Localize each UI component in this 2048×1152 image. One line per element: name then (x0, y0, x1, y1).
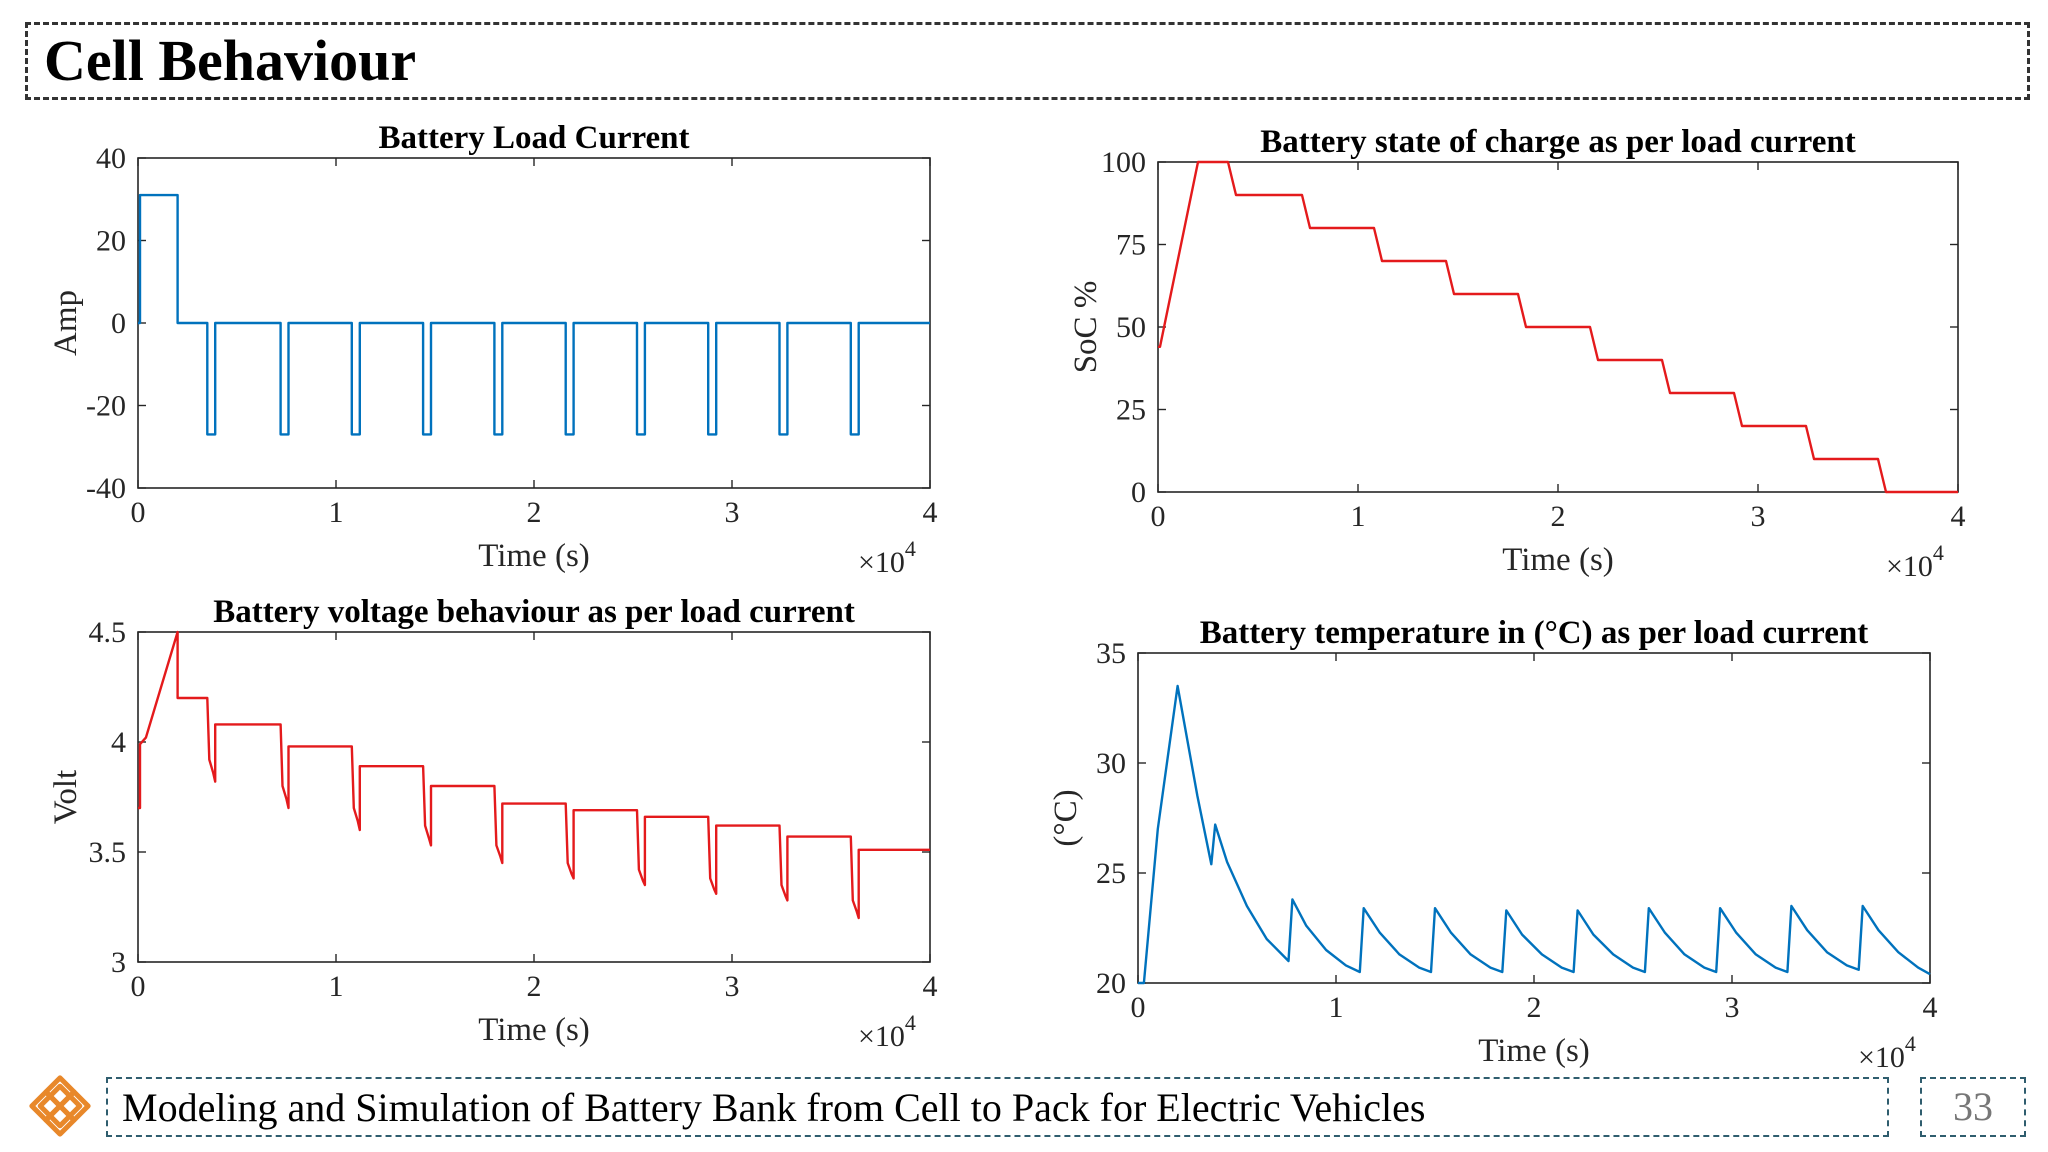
chart-battery-voltage: Battery voltage behaviour as per load cu… (48, 594, 938, 1053)
x-tick-label: 3 (725, 496, 740, 529)
chart-state-of-charge: Battery state of charge as per load curr… (1068, 124, 1966, 583)
chart-title: Battery temperature in (°C) as per load … (1200, 615, 1868, 651)
y-axis-label: (°C) (1048, 789, 1084, 846)
x-axis-label: Time (s) (1478, 1033, 1590, 1069)
x-tick-label: 0 (131, 970, 146, 1003)
series-line (138, 630, 930, 920)
x-axis-label: Time (s) (1502, 542, 1614, 578)
chart-battery-temperature: Battery temperature in (°C) as per load … (1048, 615, 1938, 1074)
y-tick-label: 4.5 (89, 616, 127, 649)
series-line (1138, 684, 1931, 985)
x-tick-label: 1 (329, 970, 344, 1003)
x-tick-label: 4 (1923, 991, 1938, 1024)
x-tick-label: 2 (1527, 991, 1542, 1024)
y-tick-label: 25 (1096, 857, 1126, 890)
y-axis-label: Amp (48, 290, 84, 356)
x-tick-label: 1 (1351, 500, 1366, 533)
x-tick-label: 0 (1151, 500, 1166, 533)
page-number: 33 (1953, 1084, 1993, 1129)
x-axis-multiplier: ×104 (1858, 1031, 1916, 1074)
y-tick-label: 3.5 (89, 836, 127, 869)
multiplier-exponent: 4 (905, 536, 916, 561)
slide-title: Cell Behaviour (44, 28, 417, 93)
y-tick-label: 100 (1101, 146, 1146, 179)
title-box: Cell Behaviour (25, 22, 2030, 100)
y-tick-label: 20 (1096, 967, 1126, 1000)
y-axis-label: Volt (48, 770, 84, 824)
multiplier-exponent: 4 (905, 1010, 916, 1035)
plot-area (137, 631, 931, 963)
y-tick-label: 20 (96, 225, 126, 258)
y-tick-label: 4 (111, 726, 126, 759)
y-tick-label: 3 (111, 946, 126, 979)
x-axis-multiplier: ×104 (858, 1010, 916, 1053)
x-axis-multiplier: ×104 (858, 536, 916, 579)
y-tick-label: 35 (1096, 637, 1126, 670)
multiplier-base: ×10 (858, 546, 905, 579)
x-tick-label: 3 (1751, 500, 1766, 533)
x-tick-label: 3 (725, 970, 740, 1003)
multiplier-base: ×10 (1886, 550, 1933, 583)
footer-text: Modeling and Simulation of Battery Bank … (122, 1085, 1426, 1130)
chart-battery-load-current: Battery Load Current 0 1 2 3 4 -40 -20 0 20 40 Time… (48, 120, 938, 579)
knot-logo-icon (29, 1075, 91, 1137)
x-tick-label: 4 (923, 496, 938, 529)
multiplier-base: ×10 (858, 1020, 905, 1053)
y-tick-label: -20 (86, 390, 126, 423)
y-tick-label: 40 (96, 142, 126, 175)
multiplier-exponent: 4 (1933, 540, 1944, 565)
x-tick-label: 2 (1551, 500, 1566, 533)
x-axis-multiplier: ×104 (1886, 540, 1944, 583)
y-tick-label: 0 (111, 307, 126, 340)
series-line (1158, 160, 1958, 494)
chart-title: Battery voltage behaviour as per load cu… (213, 594, 855, 630)
x-tick-label: 2 (527, 496, 542, 529)
y-tick-label: 50 (1116, 311, 1146, 344)
y-tick-label: 25 (1116, 394, 1146, 427)
page-number-box: 33 (1920, 1077, 2026, 1137)
y-tick-label: -40 (86, 472, 126, 505)
x-axis-label: Time (s) (478, 1012, 590, 1048)
y-tick-label: 30 (1096, 747, 1126, 780)
multiplier-base: ×10 (1858, 1041, 1905, 1074)
x-tick-label: 2 (527, 970, 542, 1003)
chart-title: Battery state of charge as per load curr… (1260, 124, 1855, 160)
x-axis-label: Time (s) (478, 538, 590, 574)
multiplier-exponent: 4 (1905, 1031, 1916, 1056)
x-tick-label: 4 (923, 970, 938, 1003)
y-tick-label: 0 (1131, 476, 1146, 509)
x-tick-label: 0 (1131, 991, 1146, 1024)
x-tick-label: 1 (1329, 991, 1344, 1024)
x-tick-label: 4 (1951, 500, 1966, 533)
series-line (138, 193, 930, 436)
y-axis-label: SoC % (1068, 281, 1104, 374)
x-tick-label: 0 (131, 496, 146, 529)
y-tick-label: 75 (1116, 229, 1146, 262)
chart-title: Battery Load Current (378, 120, 689, 156)
x-tick-label: 3 (1725, 991, 1740, 1024)
footer-box: Modeling and Simulation of Battery Bank … (106, 1077, 1889, 1137)
x-tick-label: 1 (329, 496, 344, 529)
